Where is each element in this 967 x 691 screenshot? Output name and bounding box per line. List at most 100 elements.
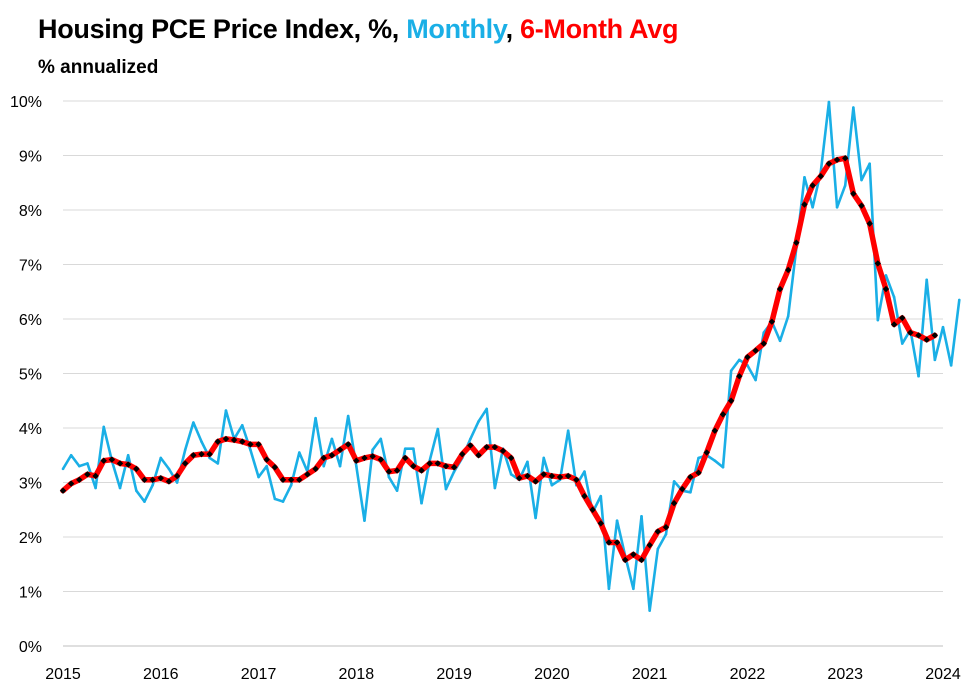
x-tick-label: 2017 — [241, 666, 277, 683]
point-monthly — [713, 459, 717, 463]
point-monthly — [249, 448, 252, 452]
title-six-month-avg: 6-Month Avg — [519, 14, 679, 44]
point-6-month-avg — [752, 347, 759, 354]
point-6-month-avg — [507, 454, 515, 462]
point-6-month-avg — [801, 201, 808, 208]
point-6-month-avg — [141, 476, 148, 483]
point-6-month-avg — [622, 556, 629, 564]
point-6-month-avg — [784, 266, 792, 274]
point-monthly — [151, 483, 154, 487]
point-monthly — [126, 453, 130, 457]
point-monthly — [526, 460, 529, 464]
point-6-month-avg — [638, 556, 645, 564]
point-6-month-avg — [312, 465, 319, 473]
point-6-month-avg — [255, 441, 262, 448]
point-6-month-avg — [304, 471, 311, 478]
point-monthly — [892, 295, 896, 299]
point-6-month-avg — [124, 461, 132, 468]
point-6-month-avg — [581, 492, 588, 500]
point-monthly — [860, 178, 863, 182]
point-monthly — [387, 475, 391, 479]
point-monthly — [395, 489, 399, 492]
point-monthly — [183, 448, 187, 452]
point-6-month-avg — [100, 457, 107, 464]
point-monthly — [77, 464, 81, 468]
point-monthly — [868, 162, 871, 165]
point-6-month-avg — [133, 465, 140, 473]
point-6-month-avg — [923, 336, 930, 343]
point-6-month-avg — [442, 462, 450, 470]
point-6-month-avg — [328, 452, 336, 459]
point-monthly — [786, 314, 790, 318]
point-6-month-avg — [809, 182, 816, 189]
point-monthly — [509, 473, 513, 476]
point-monthly — [656, 547, 660, 551]
x-tick-label: 2021 — [632, 666, 668, 683]
x-tick-label: 2023 — [827, 666, 863, 683]
point-monthly — [843, 184, 847, 187]
point-6-month-avg — [890, 321, 898, 328]
point-monthly — [607, 587, 611, 591]
y-tick-label: 0% — [19, 639, 42, 656]
point-monthly — [265, 464, 269, 468]
point-6-month-avg — [402, 454, 409, 462]
point-6-month-avg — [491, 443, 499, 451]
point-monthly — [94, 486, 97, 490]
point-monthly — [175, 481, 179, 484]
point-monthly — [566, 429, 570, 433]
point-monthly — [281, 500, 285, 503]
y-tick-label: 5% — [19, 367, 42, 384]
point-6-month-avg — [532, 478, 539, 485]
point-monthly — [192, 421, 195, 424]
point-monthly — [208, 456, 211, 460]
point-monthly — [135, 489, 138, 492]
point-monthly — [61, 467, 65, 471]
point-6-month-avg — [287, 476, 295, 483]
point-monthly — [803, 176, 806, 179]
point-monthly — [297, 451, 301, 454]
point-monthly — [485, 407, 489, 411]
point-monthly — [762, 331, 766, 334]
y-axis-ticks: 0% 1% 2% 3% 4% 5% 6% 7% 8% 9% 10% — [10, 94, 42, 656]
x-tick-label: 2019 — [436, 666, 472, 683]
title-prefix: Housing PCE Price Index, %, — [38, 14, 407, 44]
point-6-month-avg — [385, 468, 393, 475]
point-6-month-avg — [182, 460, 189, 467]
point-6-month-avg — [662, 523, 670, 531]
x-tick-label: 2018 — [339, 666, 375, 683]
point-monthly — [957, 298, 961, 302]
y-tick-label: 10% — [10, 94, 42, 111]
point-monthly — [737, 358, 741, 362]
point-6-month-avg — [377, 456, 384, 463]
point-6-month-avg — [76, 476, 83, 483]
point-monthly — [721, 465, 725, 469]
point-6-month-avg — [263, 456, 270, 463]
point-monthly — [827, 100, 831, 104]
point-monthly — [338, 464, 342, 468]
point-6-month-avg — [206, 450, 213, 458]
x-tick-label: 2024 — [925, 666, 961, 683]
point-6-month-avg — [899, 314, 906, 322]
point-6-month-avg — [230, 436, 238, 444]
point-monthly — [632, 587, 635, 591]
point-6-month-avg — [459, 450, 466, 458]
point-6-month-avg — [418, 467, 425, 474]
point-monthly — [363, 519, 366, 522]
point-6-month-avg — [703, 449, 710, 456]
point-monthly — [289, 483, 293, 487]
point-6-month-avg — [736, 373, 743, 380]
point-monthly — [941, 325, 945, 329]
x-tick-label: 2016 — [143, 666, 179, 683]
point-6-month-avg — [564, 472, 572, 480]
point-6-month-avg — [361, 454, 368, 462]
point-6-month-avg — [613, 539, 621, 546]
point-6-month-avg — [524, 472, 531, 480]
point-6-month-avg — [499, 447, 507, 455]
point-monthly — [672, 480, 676, 483]
point-6-month-avg — [760, 340, 767, 347]
point-6-month-avg — [605, 539, 613, 546]
point-6-month-avg — [719, 411, 727, 418]
point-6-month-avg — [239, 438, 246, 445]
point-6-month-avg — [768, 318, 776, 325]
